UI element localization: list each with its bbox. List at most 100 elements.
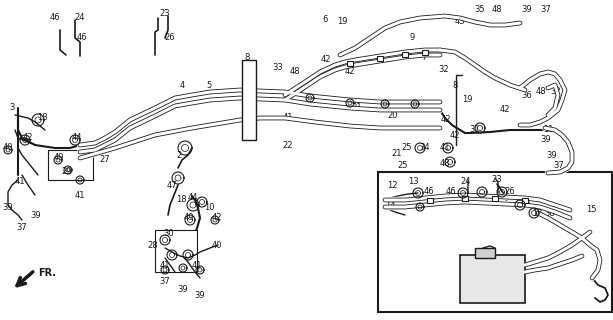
Text: 24: 24: [461, 178, 471, 187]
Text: 39: 39: [2, 204, 13, 212]
Text: 39: 39: [522, 5, 532, 14]
Text: FR.: FR.: [38, 268, 56, 278]
Text: 46: 46: [424, 188, 435, 196]
Text: 26: 26: [165, 34, 175, 43]
Text: 21: 21: [392, 148, 402, 157]
Text: 37: 37: [541, 5, 551, 14]
Text: 39: 39: [541, 135, 551, 145]
Text: 42: 42: [211, 213, 223, 222]
Text: 30: 30: [164, 228, 174, 237]
Text: 38: 38: [544, 209, 555, 218]
Text: 47: 47: [167, 180, 177, 189]
Text: 42: 42: [500, 106, 510, 115]
Text: 41: 41: [160, 260, 170, 269]
Bar: [378, 172, 612, 312]
Text: 39: 39: [178, 284, 188, 293]
Text: 28: 28: [148, 242, 158, 251]
Text: 46: 46: [77, 34, 87, 43]
Text: 42: 42: [450, 131, 460, 140]
Text: 25: 25: [398, 161, 408, 170]
Text: 43: 43: [455, 18, 465, 27]
Text: 48: 48: [536, 87, 546, 97]
Bar: [377, 55, 383, 60]
Text: 46: 46: [50, 13, 60, 22]
Text: 19: 19: [337, 18, 347, 27]
Text: 44: 44: [188, 194, 198, 203]
Text: 37: 37: [554, 161, 565, 170]
Text: 20: 20: [388, 111, 398, 121]
Text: 44: 44: [72, 133, 82, 142]
Text: 42: 42: [441, 116, 451, 124]
Text: 37: 37: [17, 223, 28, 233]
Text: 18: 18: [176, 196, 186, 204]
Text: 26: 26: [504, 188, 516, 196]
Text: 9: 9: [409, 33, 414, 42]
Bar: [475, 248, 495, 258]
Text: 41: 41: [440, 143, 451, 153]
Text: 23: 23: [492, 175, 502, 185]
Text: 29: 29: [62, 167, 72, 177]
Text: 17: 17: [531, 209, 543, 218]
Text: 18: 18: [37, 113, 47, 122]
Text: 48: 48: [440, 158, 451, 167]
Text: 49: 49: [184, 213, 194, 222]
Text: 48: 48: [290, 68, 300, 76]
Text: 42: 42: [23, 133, 33, 142]
Text: 41: 41: [192, 260, 202, 269]
Text: 39: 39: [31, 211, 41, 220]
Text: 33: 33: [273, 63, 283, 73]
Text: 6: 6: [322, 15, 328, 25]
Text: 24: 24: [75, 13, 85, 22]
Text: 27: 27: [100, 156, 110, 164]
Text: 11: 11: [543, 125, 554, 134]
Text: 7: 7: [421, 52, 427, 61]
Text: 32: 32: [550, 87, 562, 97]
Text: 25: 25: [402, 143, 413, 153]
Text: 8: 8: [245, 53, 249, 62]
Text: 3: 3: [9, 103, 15, 113]
Text: 39: 39: [547, 150, 557, 159]
Bar: [347, 60, 353, 66]
Text: 4: 4: [180, 81, 185, 90]
Bar: [155, 230, 197, 272]
Bar: [460, 255, 525, 303]
Bar: [402, 52, 408, 57]
Text: 40: 40: [2, 143, 13, 153]
Text: 45: 45: [521, 198, 531, 207]
Text: 1: 1: [245, 69, 251, 78]
Text: 36: 36: [522, 91, 532, 100]
Text: 5: 5: [207, 82, 211, 91]
Text: 34: 34: [420, 143, 430, 153]
Text: 42: 42: [345, 68, 356, 76]
Text: 16: 16: [480, 255, 490, 265]
Text: 15: 15: [586, 205, 596, 214]
Text: 46: 46: [446, 188, 456, 196]
Text: 48: 48: [492, 5, 502, 14]
Bar: [48, 150, 93, 180]
Text: 13: 13: [408, 178, 418, 187]
Text: 10: 10: [204, 203, 215, 212]
Text: 19: 19: [462, 95, 472, 105]
Bar: [462, 196, 468, 201]
Text: 8: 8: [452, 82, 458, 91]
Text: 42: 42: [321, 55, 331, 65]
Text: 41: 41: [283, 114, 293, 123]
Text: 39: 39: [195, 291, 205, 300]
Text: 32: 32: [439, 66, 449, 75]
Bar: [522, 197, 528, 203]
Text: 41: 41: [75, 191, 85, 201]
Text: 41: 41: [15, 178, 25, 187]
Text: 6: 6: [245, 130, 249, 139]
Text: 37: 37: [159, 277, 170, 286]
Bar: [427, 197, 433, 203]
Text: 14: 14: [385, 201, 395, 210]
Text: 31: 31: [470, 125, 481, 134]
Text: 12: 12: [387, 180, 397, 189]
Text: 35: 35: [474, 5, 485, 14]
Text: 31: 31: [352, 102, 362, 111]
Text: 40: 40: [211, 242, 223, 251]
Bar: [492, 196, 498, 201]
Bar: [422, 50, 428, 54]
Text: 2: 2: [177, 150, 181, 159]
Text: 22: 22: [283, 140, 293, 149]
